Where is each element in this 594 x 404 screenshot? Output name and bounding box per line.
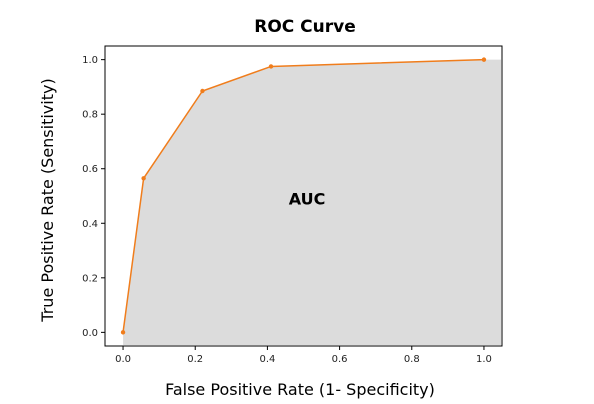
roc-point (268, 64, 274, 69)
y-tick-label: 0.8 (82, 110, 98, 121)
plot-frame (104, 45, 503, 347)
x-tick-label: 1.0 (476, 354, 492, 365)
roc-point (120, 330, 126, 335)
x-axis: 0.0 0.2 0.4 0.6 0.8 1.0 (115, 346, 492, 365)
x-tick-label: 0.0 (115, 354, 131, 365)
chart-title: ROC Curve (254, 17, 356, 37)
x-tick-label: 0.6 (332, 354, 348, 365)
y-axis-label: True Positive Rate (Sensitivity) (38, 78, 57, 322)
y-tick-label: 0.6 (82, 164, 98, 175)
y-tick-label: 0.2 (82, 273, 98, 284)
y-tick-label: 0.4 (82, 219, 98, 230)
auc-area (123, 59, 501, 346)
auc-annotation: AUC (289, 190, 326, 209)
y-tick-label: 0.0 (82, 328, 98, 339)
x-tick-label: 0.4 (259, 354, 275, 365)
x-tick-label: 0.8 (404, 354, 420, 365)
x-axis-label: False Positive Rate (1- Specificity) (165, 380, 435, 399)
y-tick-label: 1.0 (82, 55, 98, 66)
roc-point (141, 176, 146, 181)
roc-points (120, 57, 487, 335)
x-tick-label: 0.2 (187, 354, 203, 365)
roc-point (481, 57, 487, 62)
y-axis: 0.0 0.2 0.4 0.6 0.8 1.0 (82, 55, 105, 339)
roc-point (200, 88, 205, 94)
